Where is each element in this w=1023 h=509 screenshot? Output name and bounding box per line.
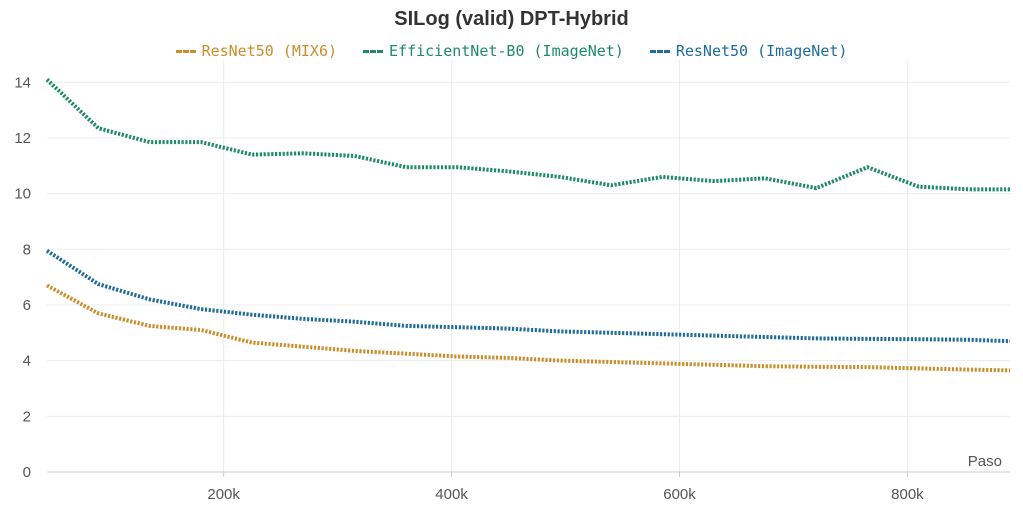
x-tick-label: 200k — [207, 486, 240, 503]
y-tick-label: 8 — [23, 241, 31, 258]
y-tick-label: 0 — [23, 464, 31, 481]
x-tick-label: 600k — [663, 486, 696, 503]
y-tick-label: 10 — [14, 186, 31, 203]
series-line-1[interactable] — [45, 78, 1010, 192]
x-axis-title: Paso — [968, 453, 1002, 470]
axes: 0 2 4 6 8 10 12 14 200k 400k 600k 800k — [14, 74, 1010, 503]
grid-lines — [47, 60, 1010, 473]
legend-swatch — [649, 49, 670, 53]
series-lines — [45, 78, 1011, 373]
legend-item-resnet50-imagenet[interactable]: ResNet50 (ImageNet) — [649, 42, 848, 60]
x-tick-label: 800k — [891, 486, 924, 503]
y-tick-label: 14 — [14, 74, 31, 91]
chart-legend: ResNet50 (MIX6) EfficientNet-B0 (ImageNe… — [0, 42, 1023, 60]
legend-item-efficientnet-b0[interactable]: EfficientNet-B0 (ImageNet) — [363, 42, 624, 60]
y-tick-label: 4 — [23, 353, 31, 370]
legend-label: ResNet50 (ImageNet) — [675, 42, 848, 60]
y-tick-label: 2 — [23, 408, 31, 425]
legend-label: ResNet50 (MIX6) — [201, 42, 338, 60]
x-tick-label: 400k — [435, 486, 468, 503]
legend-swatch — [175, 49, 196, 53]
legend-item-resnet50-mix6[interactable]: ResNet50 (MIX6) — [175, 42, 338, 60]
y-tick-label: 6 — [23, 297, 31, 314]
legend-label: EfficientNet-B0 (ImageNet) — [389, 42, 624, 60]
series-line-2[interactable] — [45, 249, 1011, 344]
y-tick-label: 12 — [14, 130, 31, 147]
chart-title: SILog (valid) DPT-Hybrid — [394, 8, 629, 30]
legend-swatch — [363, 49, 384, 53]
series-line-0[interactable] — [46, 283, 1011, 373]
